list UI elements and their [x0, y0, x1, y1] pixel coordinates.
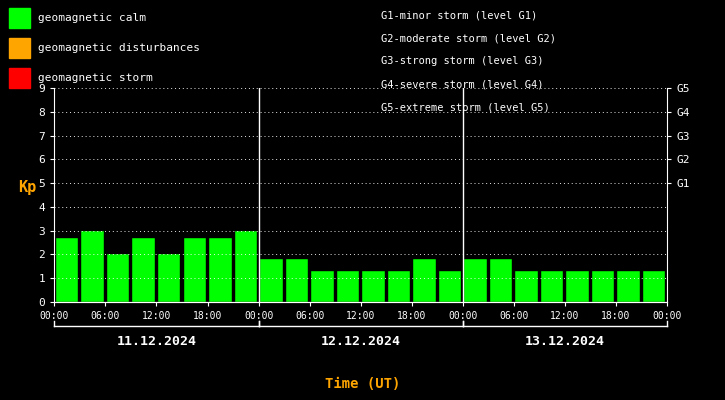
Bar	[643, 271, 666, 302]
Bar	[592, 271, 614, 302]
Bar	[515, 271, 538, 302]
Text: 11.12.2024: 11.12.2024	[117, 335, 196, 348]
Bar	[133, 238, 155, 302]
Bar	[336, 271, 359, 302]
Bar	[260, 259, 283, 302]
Bar	[158, 254, 181, 302]
Bar	[618, 271, 640, 302]
Text: G1-minor storm (level G1): G1-minor storm (level G1)	[381, 10, 537, 20]
Bar	[107, 254, 130, 302]
Bar	[362, 271, 385, 302]
Text: 12.12.2024: 12.12.2024	[320, 335, 401, 348]
Text: G5-extreme storm (level G5): G5-extreme storm (level G5)	[381, 103, 550, 113]
Text: G2-moderate storm (level G2): G2-moderate storm (level G2)	[381, 33, 555, 43]
Bar	[464, 259, 486, 302]
Text: geomagnetic disturbances: geomagnetic disturbances	[38, 43, 200, 53]
Bar	[413, 259, 436, 302]
Bar	[439, 271, 461, 302]
Bar	[311, 271, 334, 302]
Bar	[286, 259, 308, 302]
Text: Time (UT): Time (UT)	[325, 377, 400, 391]
Text: G4-severe storm (level G4): G4-severe storm (level G4)	[381, 80, 543, 90]
Bar	[388, 271, 410, 302]
Text: geomagnetic calm: geomagnetic calm	[38, 13, 146, 23]
Bar	[566, 271, 589, 302]
Text: geomagnetic storm: geomagnetic storm	[38, 73, 153, 83]
Bar	[235, 231, 257, 302]
Bar	[490, 259, 513, 302]
Bar	[56, 238, 78, 302]
Text: G3-strong storm (level G3): G3-strong storm (level G3)	[381, 56, 543, 66]
Text: 13.12.2024: 13.12.2024	[525, 335, 605, 348]
Bar	[541, 271, 563, 302]
Bar	[183, 238, 206, 302]
Bar	[81, 231, 104, 302]
Bar	[209, 238, 231, 302]
Y-axis label: Kp: Kp	[17, 180, 36, 195]
